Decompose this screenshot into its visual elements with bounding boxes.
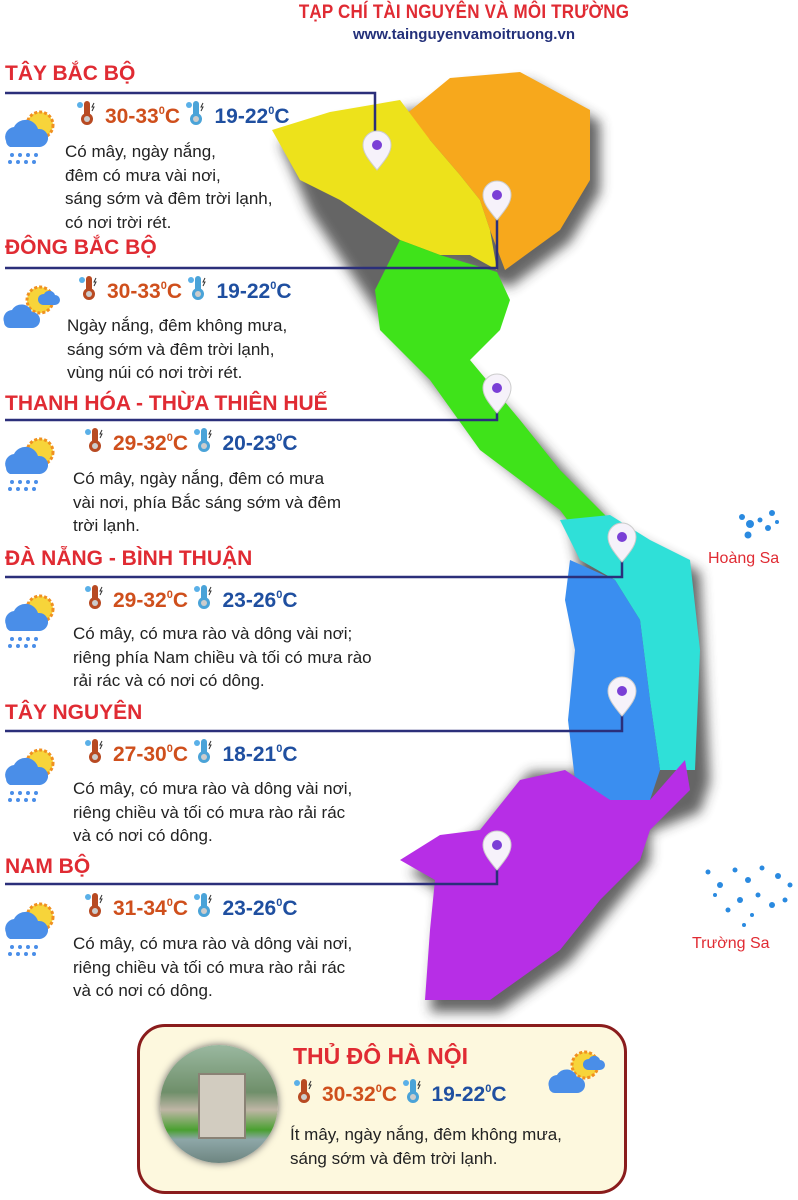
hot-thermometer-icon [77,276,107,302]
region-description: Ngày nắng, đêm không mưa, sáng sớm và đêm… [67,314,287,385]
capital-title: THỦ ĐÔ HÀ NỘI [293,1043,469,1069]
label-hoang-sa: Hoàng Sa [708,550,780,567]
sun-cloud-rain-icon [0,432,62,499]
low-temp: 23-260C [222,589,298,612]
sun-cloud-icon [0,280,62,347]
desc-line: riêng chiều và tối có mưa rào rải rác [73,957,346,977]
desc-line: và có nơi có dông. [73,981,213,1000]
desc-line: vài nơi, phía Bắc sáng sớm và đêm [73,492,341,512]
cold-thermometer-icon [192,428,222,454]
sun-cloud-rain-icon [0,589,62,656]
desc-line: Có mây, có mưa rào và dông vài nơi; [73,624,353,643]
desc-line: Ít mây, ngày nắng, đêm không mưa, [290,1125,562,1144]
region-title: ĐÔNG BẮC BỘ [5,236,157,259]
region-description: Có mây, có mưa rào và dông vài nơi, riêng… [73,932,352,1003]
desc-line: có nơi trời rét. [65,212,172,232]
magazine-url[interactable]: www.tainguyenvamoitruong.vn [353,26,575,43]
region-title: THANH HÓA - THỪA THIÊN HUẾ [5,392,328,415]
sun-cloud-rain-icon [0,897,62,964]
desc-line: riêng phía Nam chiều và tối có mưa rào [73,647,372,667]
region-temps: 29-320C 23-260C [83,583,297,613]
desc-line: Có mây, có mưa rào và dông vài nơi, [73,779,353,798]
region-south-central-coast [560,515,700,770]
region-temps: 27-300C 18-210C [83,737,297,767]
desc-line: đêm có mưa vài nơi, [65,165,221,185]
capital-high-temp: 30-320C [322,1083,398,1106]
turtle-tower-photo [160,1045,278,1163]
cold-thermometer-icon [192,739,222,765]
hot-thermometer-icon [75,101,105,127]
low-temp: 23-260C [222,897,298,920]
desc-line: trời lạnh. [73,516,140,535]
high-temp: 30-330C [105,105,181,128]
region-temps: 29-320C 20-230C [83,426,297,456]
cold-thermometer-icon [192,585,222,611]
desc-line: Có mây, ngày nắng, [65,142,216,161]
high-temp: 27-300C [113,743,189,766]
region-title: TÂY NGUYÊN [5,701,143,724]
low-temp: 18-210C [222,743,298,766]
sun-cloud-rain-icon [0,105,62,172]
hot-thermometer-icon [292,1079,322,1105]
hot-thermometer-icon [83,428,113,454]
region-description: Có mây, có mưa rào và dông vài nơi, riêng… [73,777,352,848]
hot-thermometer-icon [83,893,113,919]
desc-line: riêng chiều và tối có mưa rào rải rác [73,802,346,822]
magazine-title: TẠP CHÍ TÀI NGUYÊN VÀ MÔI TRƯỜNG [298,0,630,23]
region-south [400,760,690,1000]
desc-line: vùng núi có nơi trời rét. [67,363,243,382]
region-northwest [272,100,497,270]
truong-sa-islands [705,865,793,927]
desc-line: Có mây, có mưa rào và dông vài nơi, [73,934,353,953]
capital-low-temp: 19-220C [431,1083,507,1106]
desc-line: và có nơi có dông. [73,826,213,845]
hot-thermometer-icon [83,585,113,611]
hot-thermometer-icon [83,739,113,765]
desc-line: Có mây, ngày nắng, đêm có mưa [73,469,325,488]
low-temp: 20-230C [222,432,298,455]
region-temps: 30-330C 19-220C [77,274,291,304]
high-temp: 29-320C [113,589,189,612]
region-title: NAM BỘ [5,855,91,878]
region-northeast [405,72,590,270]
capital-temps: 30-320C 19-220C [292,1077,506,1107]
capital-description: Ít mây, ngày nắng, đêm không mưa, sáng s… [290,1123,562,1170]
cold-thermometer-icon [186,276,216,302]
region-title: TÂY BẮC BỘ [5,62,136,85]
desc-line: sáng sớm và đêm trời lạnh. [290,1148,498,1168]
high-temp: 30-330C [107,280,183,303]
region-title: ĐÀ NẴNG - BÌNH THUẬN [5,547,253,570]
region-temps: 31-340C 23-260C [83,891,297,921]
region-central-highlands [565,560,660,800]
region-description: Có mây, ngày nắng, đêm có mưa vài nơi, sán… [65,140,273,234]
low-temp: 19-220C [214,105,290,128]
label-truong-sa: Trường Sa [692,935,770,952]
desc-line: sáng sớm và đêm trời lạnh, [67,339,275,359]
region-north-central [375,240,610,530]
desc-line: rải rác và có nơi có dông. [73,671,265,690]
high-temp: 31-340C [113,897,189,920]
region-description: Có mây, ngày nắng, đêm có mưa vài nơi, ph… [73,467,341,538]
high-temp: 29-320C [113,432,189,455]
sun-cloud-rain-icon [0,743,62,810]
cold-thermometer-icon [184,101,214,127]
desc-line: sáng sớm và đêm trời lạnh, [65,189,273,208]
hoang-sa-islands [739,510,779,539]
capital-card: THỦ ĐÔ HÀ NỘI 30-320C 19-220C Ít mây, ng… [137,1024,627,1194]
region-temps: 30-330C 19-220C [75,99,289,129]
cold-thermometer-icon [192,893,222,919]
desc-line: Ngày nắng, đêm không mưa, [67,316,288,335]
cold-thermometer-icon [401,1079,431,1105]
region-description: Có mây, có mưa rào và dông vài nơi; riêng… [73,622,372,693]
sun-cloud-icon [545,1045,607,1112]
low-temp: 19-220C [216,280,292,303]
